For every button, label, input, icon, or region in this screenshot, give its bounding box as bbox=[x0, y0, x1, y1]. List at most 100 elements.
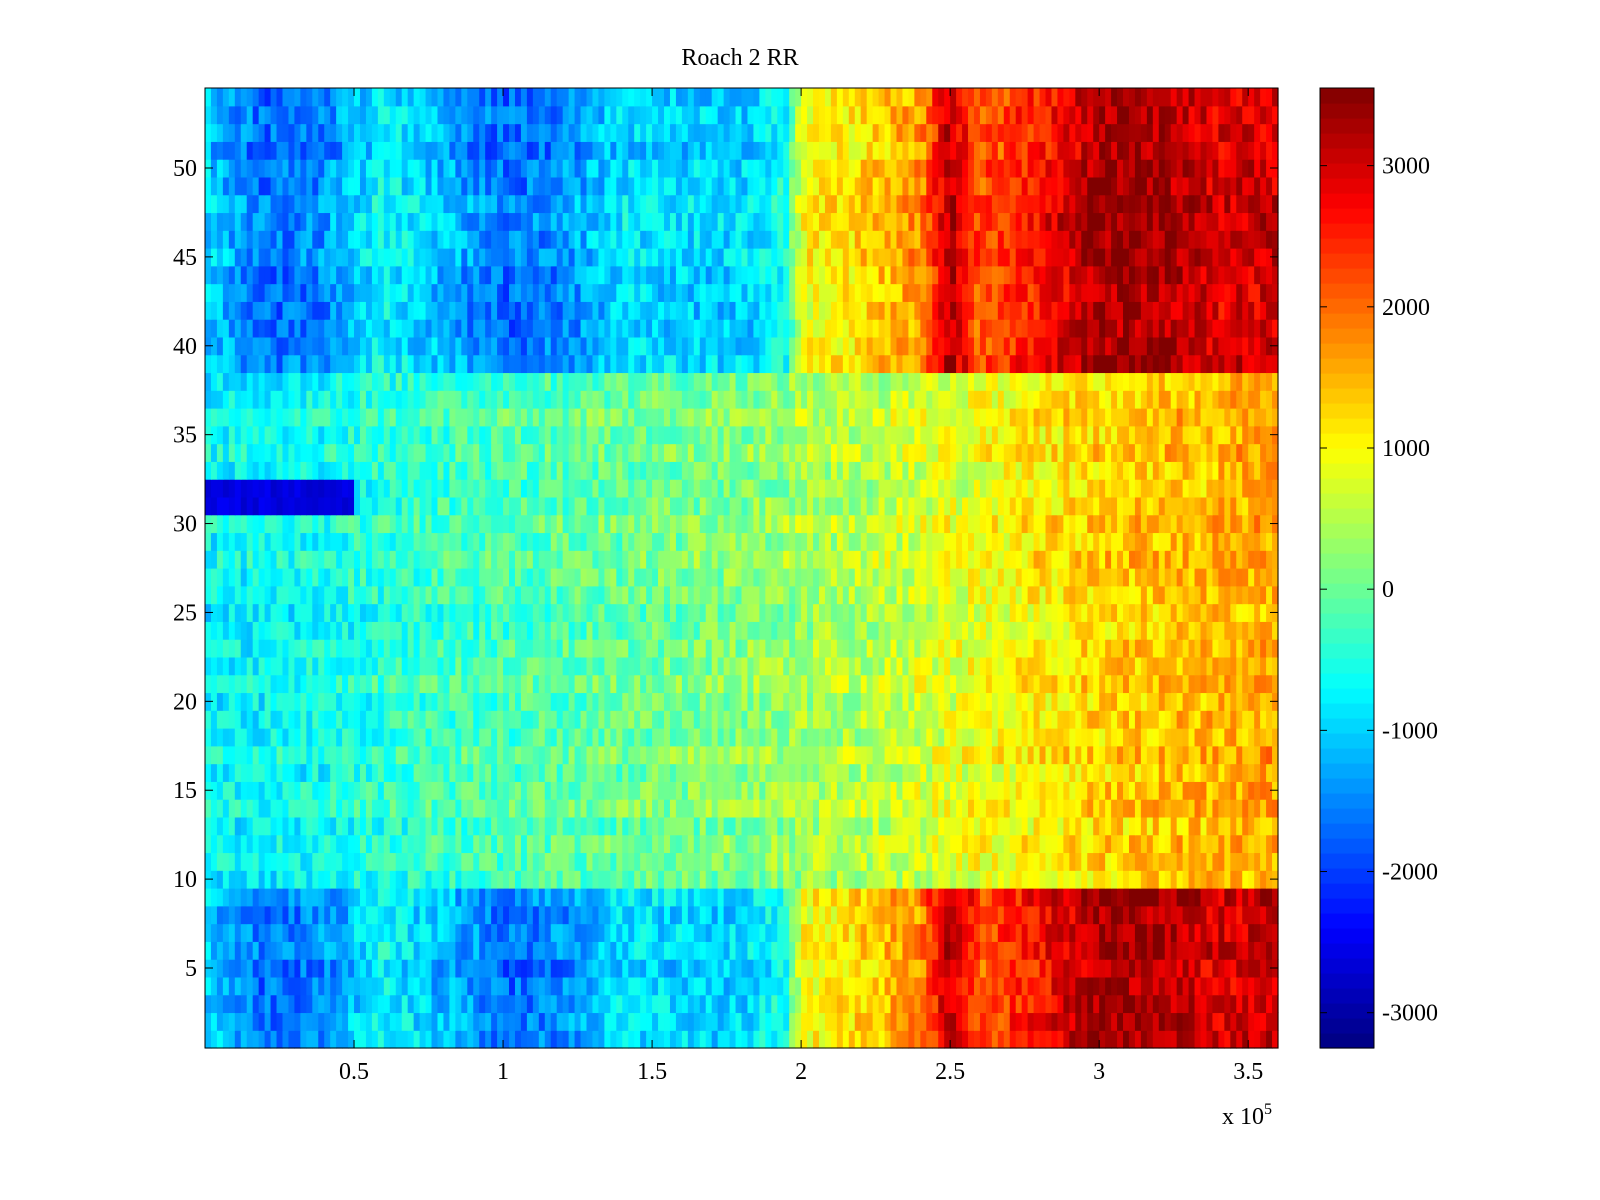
heatmap-cell bbox=[216, 781, 224, 800]
heatmap-cell bbox=[205, 710, 212, 729]
heatmap-cell bbox=[789, 656, 796, 676]
heatmap-cell bbox=[1218, 923, 1225, 942]
heatmap-cell bbox=[258, 550, 266, 569]
heatmap-cell bbox=[1218, 692, 1225, 711]
heatmap-cell bbox=[425, 959, 433, 978]
heatmap-cell bbox=[330, 781, 337, 800]
heatmap-cell bbox=[491, 834, 498, 854]
heatmap-cell bbox=[950, 834, 957, 854]
heatmap-cell bbox=[1152, 568, 1160, 587]
heatmap-cell bbox=[389, 621, 397, 640]
heatmap-cell bbox=[1266, 745, 1273, 765]
heatmap-cell bbox=[1230, 585, 1237, 605]
heatmap-cell bbox=[1164, 959, 1172, 978]
heatmap-cell bbox=[932, 994, 939, 1014]
heatmap-cell bbox=[1063, 994, 1070, 1014]
heatmap-cell bbox=[836, 585, 844, 605]
heatmap-cell bbox=[383, 799, 391, 818]
heatmap-cell bbox=[866, 959, 874, 978]
heatmap-cell bbox=[741, 585, 749, 605]
heatmap-cell bbox=[1248, 888, 1255, 907]
heatmap-cell bbox=[1111, 976, 1118, 996]
heatmap-cell bbox=[258, 816, 266, 836]
heatmap-cell bbox=[979, 745, 987, 765]
heatmap-cell bbox=[407, 976, 415, 996]
heatmap-cell bbox=[467, 799, 474, 818]
heatmap-cell bbox=[282, 888, 290, 907]
heatmap-cell bbox=[890, 745, 898, 765]
heatmap-cell bbox=[914, 1012, 921, 1031]
heatmap-cell bbox=[443, 941, 450, 960]
heatmap-cell bbox=[1188, 639, 1196, 658]
heatmap-cell bbox=[854, 674, 862, 694]
heatmap-cell bbox=[902, 870, 910, 889]
heatmap-cell bbox=[437, 763, 445, 782]
heatmap-cell bbox=[681, 710, 689, 729]
heatmap-cell bbox=[741, 852, 749, 871]
heatmap-cell bbox=[956, 1030, 963, 1049]
heatmap-cell bbox=[1027, 923, 1035, 942]
heatmap-cell bbox=[1212, 692, 1219, 711]
heatmap-cell bbox=[687, 621, 695, 640]
heatmap-cell bbox=[842, 603, 850, 622]
heatmap-cell bbox=[991, 621, 999, 640]
heatmap-cell bbox=[1140, 745, 1148, 765]
heatmap-cell bbox=[1224, 692, 1231, 711]
heatmap-cell bbox=[664, 763, 671, 782]
heatmap-cell bbox=[1188, 728, 1196, 747]
heatmap-cell bbox=[1158, 568, 1166, 587]
heatmap-cell bbox=[896, 834, 904, 854]
heatmap-cell bbox=[646, 888, 653, 907]
heatmap-cell bbox=[1027, 1012, 1035, 1031]
heatmap-cell bbox=[1170, 870, 1178, 889]
heatmap-cell bbox=[1134, 639, 1142, 658]
heatmap-cell bbox=[705, 959, 713, 978]
heatmap-cell bbox=[860, 763, 868, 782]
heatmap-cell bbox=[973, 799, 981, 818]
heatmap-cell bbox=[979, 710, 987, 729]
heatmap-cell bbox=[1027, 941, 1035, 960]
heatmap-cell bbox=[801, 781, 808, 800]
heatmap-cell bbox=[640, 852, 647, 871]
heatmap-cell bbox=[1063, 763, 1070, 782]
heatmap-cell bbox=[830, 674, 838, 694]
heatmap-cell bbox=[348, 994, 355, 1014]
heatmap-cell bbox=[336, 603, 343, 622]
heatmap-cell bbox=[205, 585, 212, 605]
heatmap-cell bbox=[491, 621, 498, 640]
heatmap-cell bbox=[1021, 781, 1029, 800]
heatmap-cell bbox=[598, 816, 605, 836]
heatmap-cell bbox=[401, 816, 409, 836]
heatmap-cell bbox=[1254, 568, 1261, 587]
heatmap-cell bbox=[443, 674, 450, 694]
heatmap-cell bbox=[425, 799, 433, 818]
heatmap-cell bbox=[1170, 1030, 1178, 1049]
heatmap-cell bbox=[1176, 1030, 1184, 1049]
heatmap-cell bbox=[562, 870, 570, 889]
heatmap-cell bbox=[795, 852, 802, 871]
heatmap-cell bbox=[962, 816, 969, 836]
heatmap-cell bbox=[485, 994, 492, 1014]
heatmap-cell bbox=[467, 976, 474, 996]
heatmap-cell bbox=[479, 1012, 486, 1031]
heatmap-cell bbox=[330, 763, 337, 782]
heatmap-cell bbox=[622, 728, 629, 747]
heatmap-cell bbox=[503, 585, 510, 605]
heatmap-cell bbox=[693, 870, 701, 889]
heatmap-cell bbox=[1254, 994, 1261, 1014]
heatmap-cell bbox=[1176, 852, 1184, 871]
heatmap-cell bbox=[1021, 799, 1029, 818]
heatmap-cell bbox=[371, 656, 379, 676]
heatmap-cell bbox=[1039, 585, 1047, 605]
heatmap-cell bbox=[908, 834, 915, 854]
heatmap-cell bbox=[640, 870, 647, 889]
heatmap-cell bbox=[294, 1012, 301, 1031]
heatmap-cell bbox=[920, 692, 927, 711]
heatmap-cell bbox=[622, 870, 629, 889]
heatmap-cell bbox=[878, 639, 886, 658]
heatmap-cell bbox=[562, 941, 570, 960]
heatmap-cell bbox=[705, 1030, 713, 1049]
heatmap-cell bbox=[920, 674, 927, 694]
heatmap-cell bbox=[1140, 870, 1148, 889]
heatmap-cell bbox=[1194, 710, 1202, 729]
